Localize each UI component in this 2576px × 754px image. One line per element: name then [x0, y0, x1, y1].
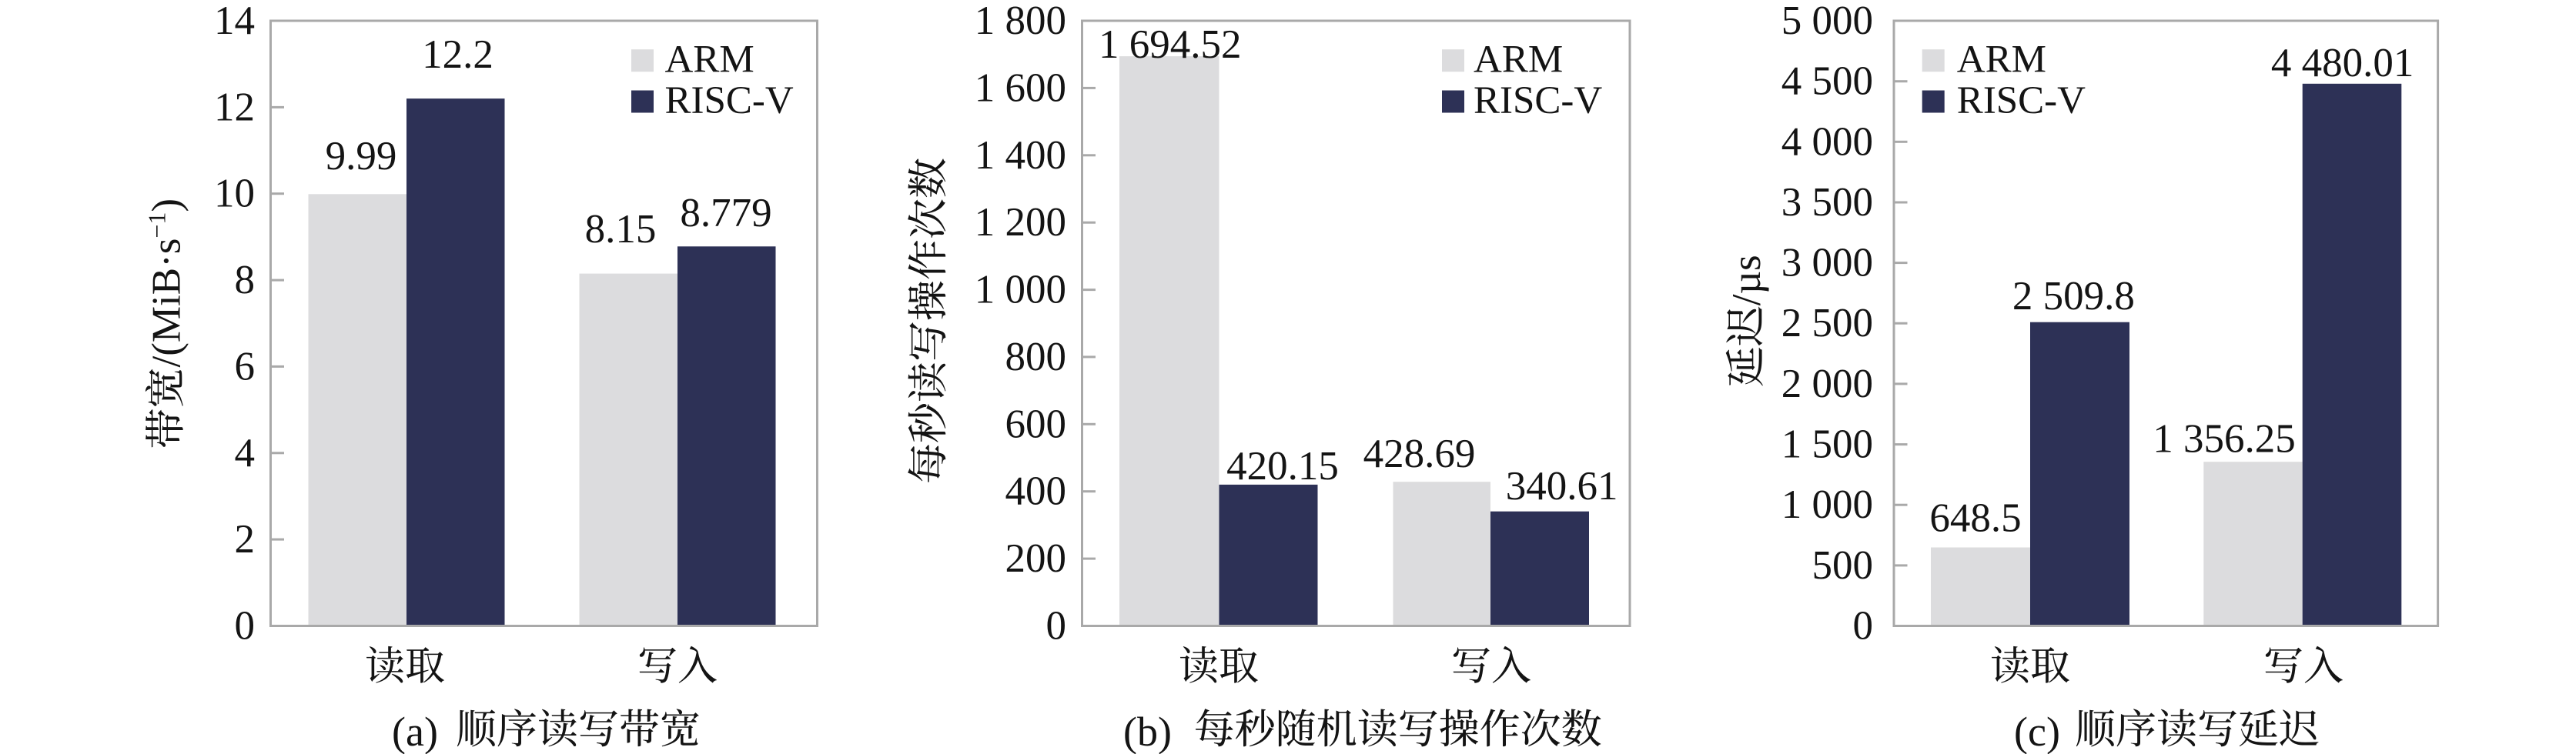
svg-text:2 000: 2 000 — [1781, 362, 1873, 406]
svg-text:/µs: /µs — [1725, 255, 1769, 305]
svg-text:0: 0 — [1853, 604, 1874, 649]
svg-text:ARM: ARM — [1957, 38, 2046, 82]
svg-text:1 694.52: 1 694.52 — [1099, 22, 1242, 67]
svg-text:340.61: 340.61 — [1506, 464, 1618, 509]
svg-text:(b): (b) — [1123, 709, 1172, 754]
svg-text:1 500: 1 500 — [1781, 422, 1873, 467]
svg-text:2 509.8: 2 509.8 — [2012, 274, 2135, 319]
svg-text:(c): (c) — [2014, 709, 2060, 754]
svg-text:800: 800 — [1005, 335, 1067, 379]
svg-text:ARM: ARM — [665, 38, 754, 82]
svg-text:4 480.01: 4 480.01 — [2271, 41, 2414, 85]
svg-text:(a): (a) — [392, 709, 438, 754]
svg-text:5 000: 5 000 — [1781, 0, 1873, 43]
svg-text:0: 0 — [1046, 604, 1067, 649]
svg-text:648.5: 648.5 — [1929, 496, 2021, 541]
svg-text:1 800: 1 800 — [975, 0, 1066, 43]
svg-text:8.15: 8.15 — [585, 207, 657, 252]
svg-text:10: 10 — [214, 172, 255, 216]
svg-text:RISC-V: RISC-V — [665, 79, 794, 122]
svg-text:500: 500 — [1812, 543, 1874, 588]
svg-text:0: 0 — [235, 604, 256, 649]
svg-text:1 000: 1 000 — [1781, 482, 1873, 527]
svg-text:1 200: 1 200 — [975, 200, 1066, 245]
svg-text:600: 600 — [1005, 402, 1067, 446]
svg-text:12: 12 — [214, 85, 255, 129]
svg-text:3 500: 3 500 — [1781, 180, 1873, 225]
svg-text:400: 400 — [1005, 469, 1067, 514]
svg-text:RISC-V: RISC-V — [1474, 79, 1602, 122]
svg-text:1 400: 1 400 — [975, 133, 1066, 178]
svg-text:8.779: 8.779 — [680, 191, 771, 235]
svg-text:4 000: 4 000 — [1781, 119, 1873, 164]
svg-text:3 000: 3 000 — [1781, 241, 1873, 285]
svg-text:9.99: 9.99 — [326, 134, 397, 178]
svg-text:1 000: 1 000 — [975, 268, 1066, 312]
svg-text:12.2: 12.2 — [422, 32, 493, 77]
svg-text:1 600: 1 600 — [975, 65, 1066, 110]
svg-text:420.15: 420.15 — [1226, 444, 1339, 489]
svg-text:2 500: 2 500 — [1781, 301, 1873, 345]
svg-text:1 356.25: 1 356.25 — [2153, 417, 2296, 462]
svg-text:8: 8 — [235, 258, 256, 302]
svg-text:4: 4 — [235, 431, 256, 475]
svg-text:6: 6 — [235, 344, 256, 389]
svg-text:RISC-V: RISC-V — [1957, 79, 2086, 122]
svg-text:ARM: ARM — [1474, 38, 1563, 82]
svg-text:200: 200 — [1005, 536, 1067, 581]
svg-text:428.69: 428.69 — [1363, 432, 1476, 476]
svg-text:4 500: 4 500 — [1781, 59, 1873, 104]
svg-text:14: 14 — [214, 0, 255, 43]
svg-text:2: 2 — [235, 517, 256, 562]
